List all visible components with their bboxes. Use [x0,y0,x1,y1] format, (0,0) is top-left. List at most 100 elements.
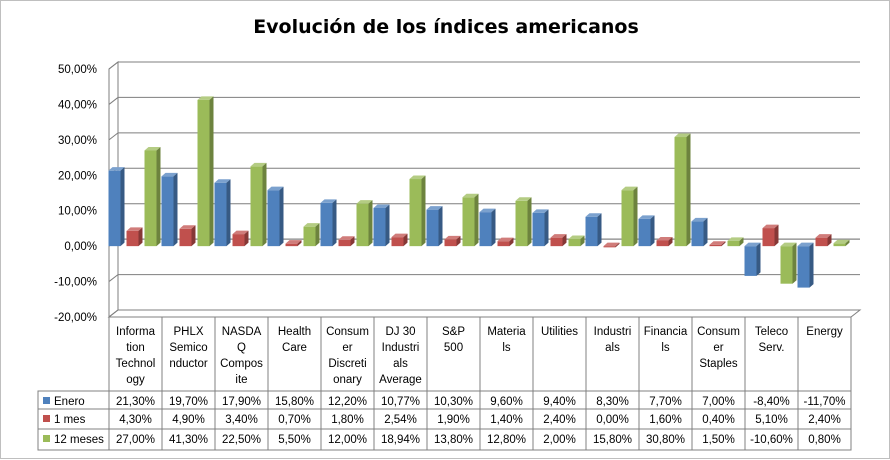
data-label: 18,94% [381,434,420,446]
bar-1-mes [285,243,298,247]
bar-side [527,197,532,247]
category-label-line: ls [502,342,511,354]
bar-side [544,209,549,247]
bars [108,96,850,288]
bar-1-mes [444,239,457,247]
category-label-line: Utilities [541,326,578,338]
bar-12-meses [621,190,634,247]
bar-enero [797,246,810,288]
bar-side [827,234,832,247]
bar-enero [744,246,757,276]
category-label-line: PHLX [173,326,203,338]
category-label-line: Serv. [759,342,785,354]
data-label: 12,20% [328,396,367,408]
data-label: -11,70% [804,396,846,408]
bar-side [686,133,691,247]
data-label: 41,30% [169,434,208,446]
bar-1-mes [656,240,669,247]
data-label: 0,00% [596,414,629,426]
bar-12-meses [568,239,581,247]
y-tick-label: 30,00% [58,135,97,147]
bar-enero [161,176,174,247]
data-label: 5,50% [278,434,311,446]
bar-side [138,227,143,247]
data-label: 1,50% [702,434,735,446]
bar-top [232,230,249,235]
legend-label: 12 meses [54,434,104,446]
category-label: Materia ls [487,326,526,354]
bar-top [568,235,585,240]
data-label: 2,54% [384,414,417,426]
bar-side [580,235,585,247]
data-table: Informa tion Technol ogy PHLX Semico nductor NA… [37,316,852,451]
bar-top [161,172,178,177]
bar-top [303,223,320,227]
data-label: 12,00% [328,434,367,446]
floor [107,309,862,318]
category-label-line: Financia [644,326,688,338]
bar-1-mes [550,237,563,247]
category-label-line: DJ 30 [385,326,415,338]
bar-top [267,186,284,191]
bar-side [209,96,214,247]
bar-top [391,233,408,238]
bar-12-meses [197,99,210,247]
category-label-line: Consum [326,326,369,338]
legend-swatch [43,435,50,442]
bar-side [421,175,426,247]
y-tick-label: 10,00% [58,206,97,218]
bar-top [815,234,832,238]
data-label: -8,40% [753,396,789,408]
data-label: 19,70% [169,396,208,408]
data-label: 15,80% [275,396,314,408]
bar-top [126,227,143,231]
category-label-line: Teleco [755,326,788,338]
chart-title: Evolución de los índices americanos [253,16,639,38]
bar-enero [373,207,386,247]
bar-1-mes [232,234,245,247]
bar-12-meses [462,197,475,247]
bar-side [438,206,443,247]
bar-top [833,239,850,244]
data-label: 21,30% [116,396,155,408]
data-label: 9,40% [543,396,576,408]
data-label: 3,40% [225,414,258,426]
legend-label: Enero [54,396,85,408]
bar-side [792,242,797,284]
bar-enero [532,212,545,247]
bar-side [668,236,673,247]
category-label-line: Industri [382,342,420,354]
bar-side [615,242,620,248]
bar-top [144,146,161,151]
category-label-line: Materia [487,326,526,338]
category-label-line: 500 [444,342,463,354]
category-label-line: Industri [594,326,632,338]
data-label: 2,40% [543,414,576,426]
category-label: Health Care [278,326,311,354]
data-label: 10,77% [381,396,420,408]
bar-side [809,242,814,288]
category-label: Consum er Discreti onary [326,326,369,386]
data-label: 1,80% [331,414,364,426]
gridline [108,309,860,318]
data-label: 8,30% [596,396,629,408]
y-tick-label: 50,00% [58,64,97,76]
category-label: Informa tion Technol ogy [116,326,156,386]
data-label: 2,00% [543,434,576,446]
bar-top [638,215,655,219]
bar-side [845,239,850,247]
bar-top [762,224,779,229]
category-label-line: Informa [116,326,156,338]
bar-enero [426,209,439,247]
y-tick-label: 20,00% [58,170,97,182]
category-label-line: ogy [126,374,145,386]
y-tick-label: 40,00% [58,99,97,111]
bar-12-meses [144,150,157,247]
data-label: 27,00% [116,434,155,446]
bar-enero [214,182,227,247]
bar-1-mes [338,239,351,247]
category-label-line: Technol [116,358,156,370]
category-label: S&P 500 [442,326,465,354]
